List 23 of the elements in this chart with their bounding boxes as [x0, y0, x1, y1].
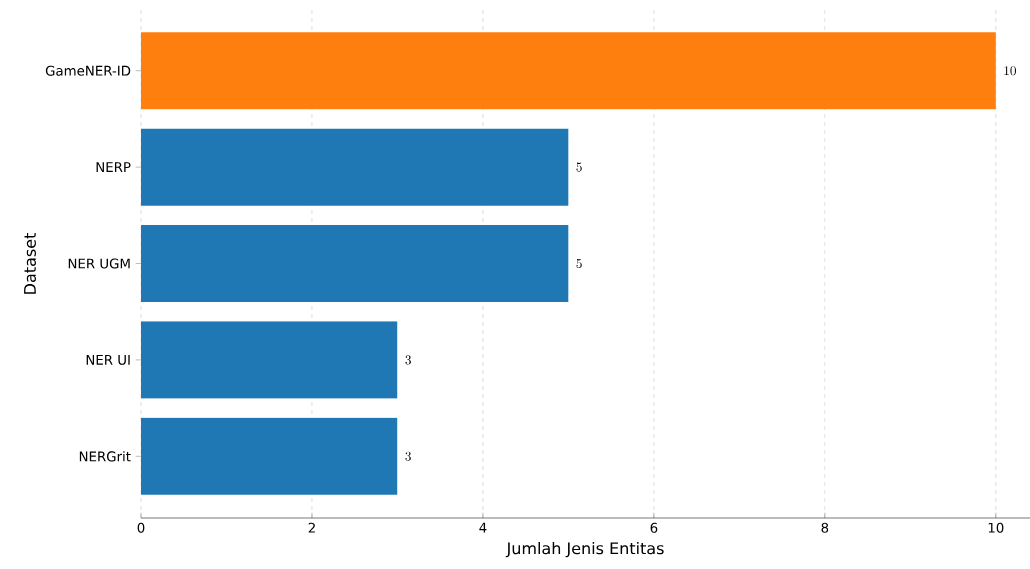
- bar: [141, 32, 996, 110]
- y-tick-label: GameNER-ID: [45, 65, 131, 76]
- x-tick-label: 10: [988, 522, 1004, 533]
- data-label: 3: [405, 355, 411, 365]
- data-label: 5: [576, 162, 582, 172]
- bar: [141, 321, 398, 399]
- x-tick-label: 6: [650, 522, 658, 533]
- x-tick-label: 0: [137, 522, 145, 533]
- x-tick-label: 8: [821, 522, 829, 533]
- y-tick-label: NERGrit: [79, 451, 131, 462]
- x-tick-label: 4: [479, 522, 487, 533]
- y-tick-label: NERP: [96, 162, 131, 172]
- bar: [141, 417, 398, 495]
- bar: [141, 224, 569, 303]
- bar: [141, 128, 569, 206]
- y-tick-label: NER UGM: [68, 258, 130, 269]
- data-label: 3: [405, 451, 411, 461]
- x-tick-label: 2: [308, 522, 315, 533]
- x-axis-title: Jumlah Jenis Entitas: [505, 541, 664, 558]
- data-label: 10: [1004, 66, 1016, 76]
- data-label: 5: [576, 258, 582, 269]
- y-axis-title: Dataset: [24, 233, 36, 294]
- y-tick-label: NER UI: [86, 354, 130, 365]
